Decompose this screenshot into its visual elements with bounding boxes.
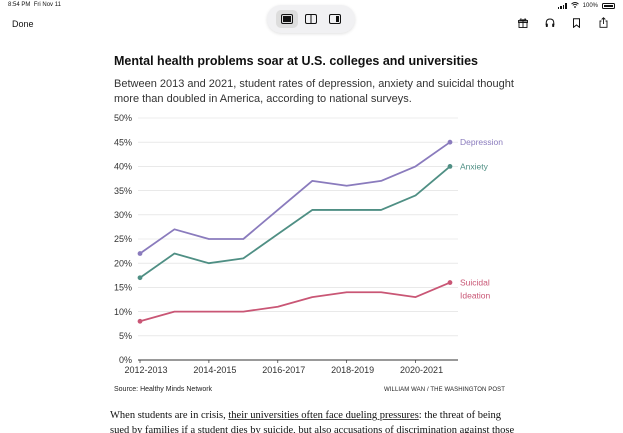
share-icon[interactable]	[598, 17, 609, 28]
legend-label-suicidal-ideation: Ideation	[460, 291, 491, 301]
series-line-suicidal-ideation	[139, 281, 451, 323]
chart-title: Mental health problems soar at U.S. coll…	[114, 54, 478, 68]
y-tick-label: 15%	[114, 283, 132, 293]
legend-label-anxiety: Anxiety	[460, 161, 489, 171]
y-tick-label: 35%	[114, 186, 132, 196]
chart-subtitle: Between 2013 and 2021, student rates of …	[114, 78, 514, 105]
series-line-depression	[139, 141, 451, 255]
y-tick-label: 30%	[114, 210, 132, 220]
body-text-rest: : the threat of being sued by families i…	[110, 410, 515, 433]
series-point-depression	[447, 139, 453, 145]
legend-label-depression: Depression	[460, 137, 503, 147]
article-body: When students are in crisis, their unive…	[110, 408, 515, 433]
x-tick-label: 2014-2015	[193, 365, 236, 375]
y-tick-label: 20%	[114, 258, 132, 268]
bookmark-icon[interactable]	[571, 17, 582, 28]
split-view-icon[interactable]	[300, 10, 322, 28]
cellular-icon	[557, 3, 567, 9]
wifi-icon	[570, 2, 579, 10]
y-tick-label: 5%	[119, 331, 132, 341]
x-tick-label: 2016-2017	[262, 365, 305, 375]
slide-over-icon[interactable]	[324, 10, 346, 28]
battery-percent: 100%	[582, 3, 598, 9]
gift-icon[interactable]	[517, 17, 528, 28]
status-time: 8:54 PM Fri Nov 11	[8, 2, 61, 8]
y-tick-label: 45%	[114, 137, 132, 147]
x-tick-label: 2020-2021	[400, 365, 443, 375]
y-tick-label: 50%	[114, 113, 132, 123]
series-point-suicidal-ideation	[137, 318, 143, 324]
multitasking-menu	[267, 5, 355, 33]
done-button[interactable]: Done	[12, 19, 34, 29]
chart-source: Source: Healthy Minds Network	[114, 386, 213, 393]
series-point-depression	[137, 251, 143, 256]
status-right: 100%	[557, 2, 615, 10]
series-point-anxiety	[137, 275, 143, 281]
headphones-icon[interactable]	[544, 17, 555, 28]
status-bar: 8:54 PM Fri Nov 11 100%	[0, 0, 623, 10]
y-tick-label: 0%	[119, 355, 132, 365]
series-point-anxiety	[447, 164, 453, 169]
series-point-suicidal-ideation	[447, 280, 453, 285]
x-tick-label: 2012-2013	[124, 365, 167, 375]
body-text-lead: When students are in crisis,	[110, 410, 229, 421]
nav-actions	[517, 17, 609, 28]
article-link[interactable]: their universities often face dueling pr…	[228, 410, 419, 421]
y-tick-label: 40%	[114, 162, 132, 172]
series-line-anxiety	[139, 165, 451, 279]
battery-icon	[602, 3, 615, 9]
y-tick-label: 25%	[114, 234, 132, 244]
y-tick-label: 10%	[114, 307, 132, 317]
x-tick-label: 2018-2019	[331, 365, 374, 375]
legend-label-suicidal-ideation: Suicidal	[460, 278, 490, 288]
chart-credit: WILLIAM WAN / THE WASHINGTON POST	[384, 387, 505, 393]
fullscreen-icon[interactable]	[276, 10, 298, 28]
